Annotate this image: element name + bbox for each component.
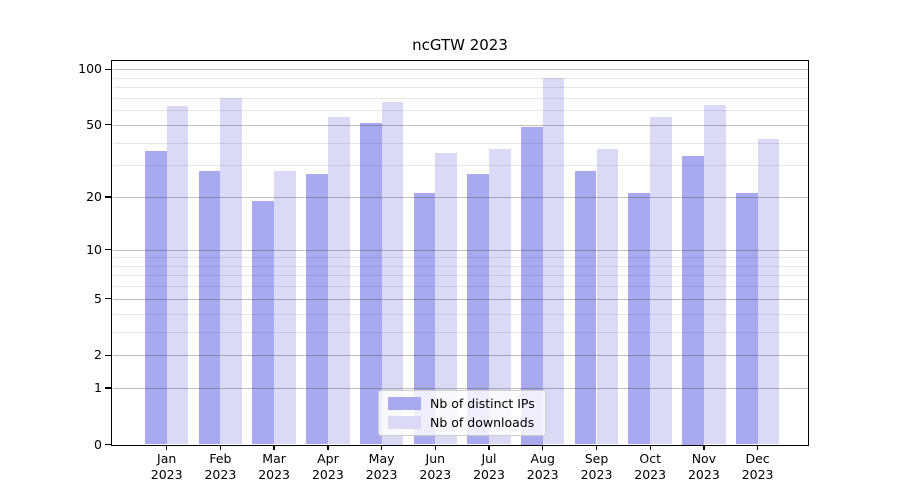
bar-downloads-dec xyxy=(757,138,780,445)
bar-distinct-ips-dec xyxy=(735,193,758,445)
gridline-major xyxy=(112,298,809,300)
x-tick-label-jan: Jan 2023 xyxy=(150,451,183,482)
y-tick-label: 0 xyxy=(94,436,102,452)
x-tick-mark xyxy=(488,445,490,450)
bar-downloads-mar xyxy=(274,170,296,445)
bar-downloads-jul xyxy=(489,148,511,445)
x-tick-mark xyxy=(219,445,222,450)
legend-entry-distinct-ips: Nb of distinct IPs xyxy=(388,396,545,411)
gridline-minor xyxy=(112,165,809,167)
gridline-major xyxy=(112,249,809,251)
y-tick-mark xyxy=(105,68,112,70)
bar-downloads-oct xyxy=(650,117,672,445)
x-tick-mark xyxy=(434,445,436,450)
x-tick-mark xyxy=(595,445,598,450)
y-tick-mark xyxy=(105,387,112,389)
bar-distinct-ips-mar xyxy=(252,200,275,445)
gridline-minor xyxy=(112,77,809,79)
bar-distinct-ips-jul xyxy=(467,173,489,445)
x-tick-label-feb: Feb 2023 xyxy=(204,451,237,482)
bar-distinct-ips-apr xyxy=(306,173,328,445)
x-tick-label-sep: Sep 2023 xyxy=(580,451,613,482)
gridline-minor xyxy=(112,275,809,277)
y-tick-label: 10 xyxy=(86,241,102,257)
gridline-minor xyxy=(112,87,809,89)
gridline-minor xyxy=(112,97,809,99)
y-tick-label: 1 xyxy=(94,380,102,396)
x-tick-label-nov: Nov 2023 xyxy=(687,451,720,482)
x-tick-mark xyxy=(380,445,383,450)
bar-downloads-apr xyxy=(327,117,350,445)
bar-distinct-ips-oct xyxy=(628,193,651,445)
legend: Nb of distinct IPs Nb of downloads xyxy=(378,390,546,436)
gridline-major xyxy=(112,355,809,357)
x-tick-label-dec: Dec 2023 xyxy=(741,451,774,482)
bar-distinct-ips-sep xyxy=(574,170,597,445)
y-tick-mark xyxy=(105,196,112,198)
y-tick-label: 20 xyxy=(86,189,102,204)
y-tick-label: 50 xyxy=(86,116,102,132)
bar-downloads-sep xyxy=(596,148,619,445)
legend-label-downloads: Nb of downloads xyxy=(430,415,535,430)
legend-swatch-downloads-icon xyxy=(388,416,421,429)
y-tick-mark xyxy=(105,298,112,300)
bar-distinct-ips-jan xyxy=(144,150,167,445)
y-tick-mark xyxy=(105,248,112,251)
gridline-minor xyxy=(112,313,809,315)
chart-title: ncGTW 2023 xyxy=(412,36,508,54)
x-tick-label-oct: Oct 2023 xyxy=(634,451,667,482)
gridline-minor xyxy=(112,265,809,267)
legend-label-distinct-ips: Nb of distinct IPs xyxy=(430,396,535,411)
x-tick-label-mar: Mar 2023 xyxy=(258,451,290,482)
gridline-major xyxy=(112,388,809,390)
bar-downloads-jun xyxy=(435,153,458,445)
bar-distinct-ips-may xyxy=(359,123,382,445)
x-tick-mark xyxy=(703,445,705,450)
x-tick-label-jul: Jul 2023 xyxy=(473,451,505,482)
gridline-major xyxy=(112,124,809,126)
bar-distinct-ips-nov xyxy=(682,155,704,445)
x-tick-mark xyxy=(327,445,329,450)
gridline-minor xyxy=(112,286,809,288)
bar-downloads-aug xyxy=(542,77,565,445)
gridline-minor xyxy=(112,257,809,259)
gridline-minor xyxy=(112,331,809,333)
legend-swatch-distinct-ips-icon xyxy=(388,397,421,410)
y-tick-label: 100 xyxy=(78,61,102,77)
y-tick-mark xyxy=(105,443,112,446)
bar-distinct-ips-jun xyxy=(413,193,436,445)
x-tick-label-jun: Jun 2023 xyxy=(419,451,452,482)
gridline-minor xyxy=(112,142,809,144)
gridline-minor xyxy=(112,110,809,112)
gridline-major xyxy=(112,197,809,198)
x-tick-label-may: May 2023 xyxy=(365,451,398,482)
x-tick-mark xyxy=(542,445,544,450)
x-tick-mark xyxy=(756,445,759,450)
x-tick-mark xyxy=(166,445,168,450)
x-tick-mark xyxy=(273,445,275,450)
legend-entry-downloads: Nb of downloads xyxy=(388,415,545,430)
x-tick-label-aug: Aug 2023 xyxy=(526,451,559,482)
x-tick-label-apr: Apr 2023 xyxy=(311,451,344,482)
bar-downloads-feb xyxy=(220,97,243,445)
gridline-major xyxy=(112,69,809,71)
y-tick-label: 2 xyxy=(94,347,102,363)
bar-downloads-jan xyxy=(166,106,189,445)
bar-downloads-nov xyxy=(703,105,726,445)
x-tick-mark xyxy=(649,445,651,450)
bar-downloads-may xyxy=(381,101,404,445)
bar-distinct-ips-feb xyxy=(198,170,221,445)
y-tick-mark xyxy=(105,354,112,356)
bar-distinct-ips-aug xyxy=(520,126,543,445)
y-tick-label: 5 xyxy=(94,290,102,306)
y-tick-mark xyxy=(105,124,112,126)
